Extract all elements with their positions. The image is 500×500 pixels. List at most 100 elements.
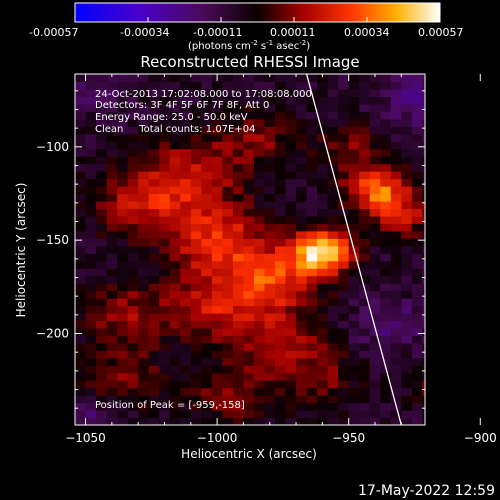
heatmap-cell xyxy=(75,395,87,404)
heatmap-cell xyxy=(380,200,392,210)
heatmap-cell xyxy=(253,275,266,284)
solar-limb-line xyxy=(305,73,402,426)
heatmap-cell xyxy=(306,387,318,396)
heatmap-cell xyxy=(117,230,129,239)
heatmap-cell xyxy=(148,402,160,411)
heatmap-cell xyxy=(306,230,318,239)
heatmap-cell xyxy=(253,88,266,98)
heatmap-cell xyxy=(222,402,234,411)
heatmap-cell xyxy=(296,163,308,172)
heatmap-cell xyxy=(85,410,97,419)
heatmap-cell xyxy=(169,357,181,366)
heatmap-cell xyxy=(190,141,202,150)
heatmap-cell xyxy=(390,141,402,150)
heatmap-cell xyxy=(359,178,371,187)
heatmap-cell xyxy=(159,186,171,195)
heatmap-cell xyxy=(85,88,97,98)
heatmap-cell xyxy=(401,163,413,172)
heatmap-cell xyxy=(285,342,297,351)
heatmap-cell xyxy=(390,365,402,374)
heatmap-cell xyxy=(159,126,171,135)
heatmap-cell xyxy=(180,357,192,366)
heatmap-cell xyxy=(285,290,297,299)
heatmap-cell xyxy=(138,141,150,150)
heatmap-cell xyxy=(285,148,297,157)
heatmap-cell xyxy=(296,253,308,262)
heatmap-cell xyxy=(148,96,160,105)
heatmap-cell xyxy=(411,81,423,90)
heatmap-cell xyxy=(401,156,413,165)
heatmap-cell xyxy=(348,395,360,404)
heatmap-cell xyxy=(96,148,108,157)
heatmap-cell xyxy=(75,141,87,150)
heatmap-cell xyxy=(201,186,213,195)
heatmap-cell xyxy=(232,163,245,172)
heatmap-cell xyxy=(127,342,139,351)
heatmap-cell xyxy=(148,163,160,172)
heatmap-cell xyxy=(96,275,108,284)
heatmap-cell xyxy=(75,200,87,210)
heatmap-cell xyxy=(117,335,129,344)
heatmap-cell xyxy=(117,253,129,262)
heatmap-cell xyxy=(201,402,213,411)
heatmap-cell xyxy=(411,417,423,425)
heatmap-cell xyxy=(75,253,87,262)
heatmap-cell xyxy=(296,327,308,336)
heatmap-cell xyxy=(148,133,160,142)
heatmap-cell xyxy=(306,395,318,404)
heatmap-cell xyxy=(232,223,245,232)
heatmap-cell xyxy=(148,238,160,247)
heatmap-cell xyxy=(169,365,181,374)
heatmap-cell xyxy=(243,275,255,284)
heatmap-cell xyxy=(117,193,129,202)
heatmap-cell xyxy=(148,410,160,419)
heatmap-cell xyxy=(243,387,255,396)
heatmap-cell xyxy=(401,223,413,232)
heatmap-cell xyxy=(190,312,202,322)
heatmap-cell xyxy=(369,320,381,329)
heatmap-cell xyxy=(180,193,192,202)
heatmap-cell xyxy=(296,335,308,344)
heatmap-cell xyxy=(359,81,371,90)
heatmap-cell xyxy=(117,395,129,404)
heatmap-cell xyxy=(211,410,223,419)
heatmap-cell xyxy=(422,380,425,389)
heatmap-cell xyxy=(180,365,192,374)
heatmap-cell xyxy=(317,126,329,135)
heatmap-cell xyxy=(359,410,371,419)
heatmap-cell xyxy=(285,223,297,232)
heatmap-cell xyxy=(348,410,360,419)
heatmap-cell xyxy=(127,402,139,411)
heatmap-cell xyxy=(390,350,402,359)
heatmap-cell xyxy=(380,141,392,150)
heatmap-cell xyxy=(390,215,402,224)
heatmap-cell xyxy=(75,163,87,172)
heatmap-cell xyxy=(127,186,139,195)
heatmap-cell xyxy=(317,253,329,262)
heatmap-cell xyxy=(222,81,234,90)
heatmap-cell xyxy=(411,402,423,411)
heatmap-cell xyxy=(338,200,350,210)
heatmap-cell xyxy=(169,283,181,292)
heatmap-cell xyxy=(190,96,202,105)
colorbar-tick-label: -0.00034 xyxy=(120,26,169,39)
heatmap-cell xyxy=(127,126,139,135)
heatmap-cell xyxy=(201,163,213,172)
heatmap-cell xyxy=(317,88,329,98)
heatmap-cell xyxy=(211,245,223,254)
heatmap-cell xyxy=(411,312,423,322)
heatmap-cell xyxy=(306,141,318,150)
heatmap-cell xyxy=(338,350,350,359)
heatmap-cell xyxy=(243,178,255,187)
heatmap-cell xyxy=(201,208,213,217)
heatmap-cell xyxy=(138,395,150,404)
heatmap-cell xyxy=(253,126,266,135)
heatmap-cell xyxy=(327,395,339,404)
heatmap-cell xyxy=(75,312,87,322)
heatmap-cell xyxy=(411,357,423,366)
heatmap-cell xyxy=(327,193,339,202)
heatmap-cell xyxy=(275,365,287,374)
heatmap-cell xyxy=(390,380,402,389)
heatmap-cell xyxy=(138,357,150,366)
heatmap-cell xyxy=(117,178,129,187)
